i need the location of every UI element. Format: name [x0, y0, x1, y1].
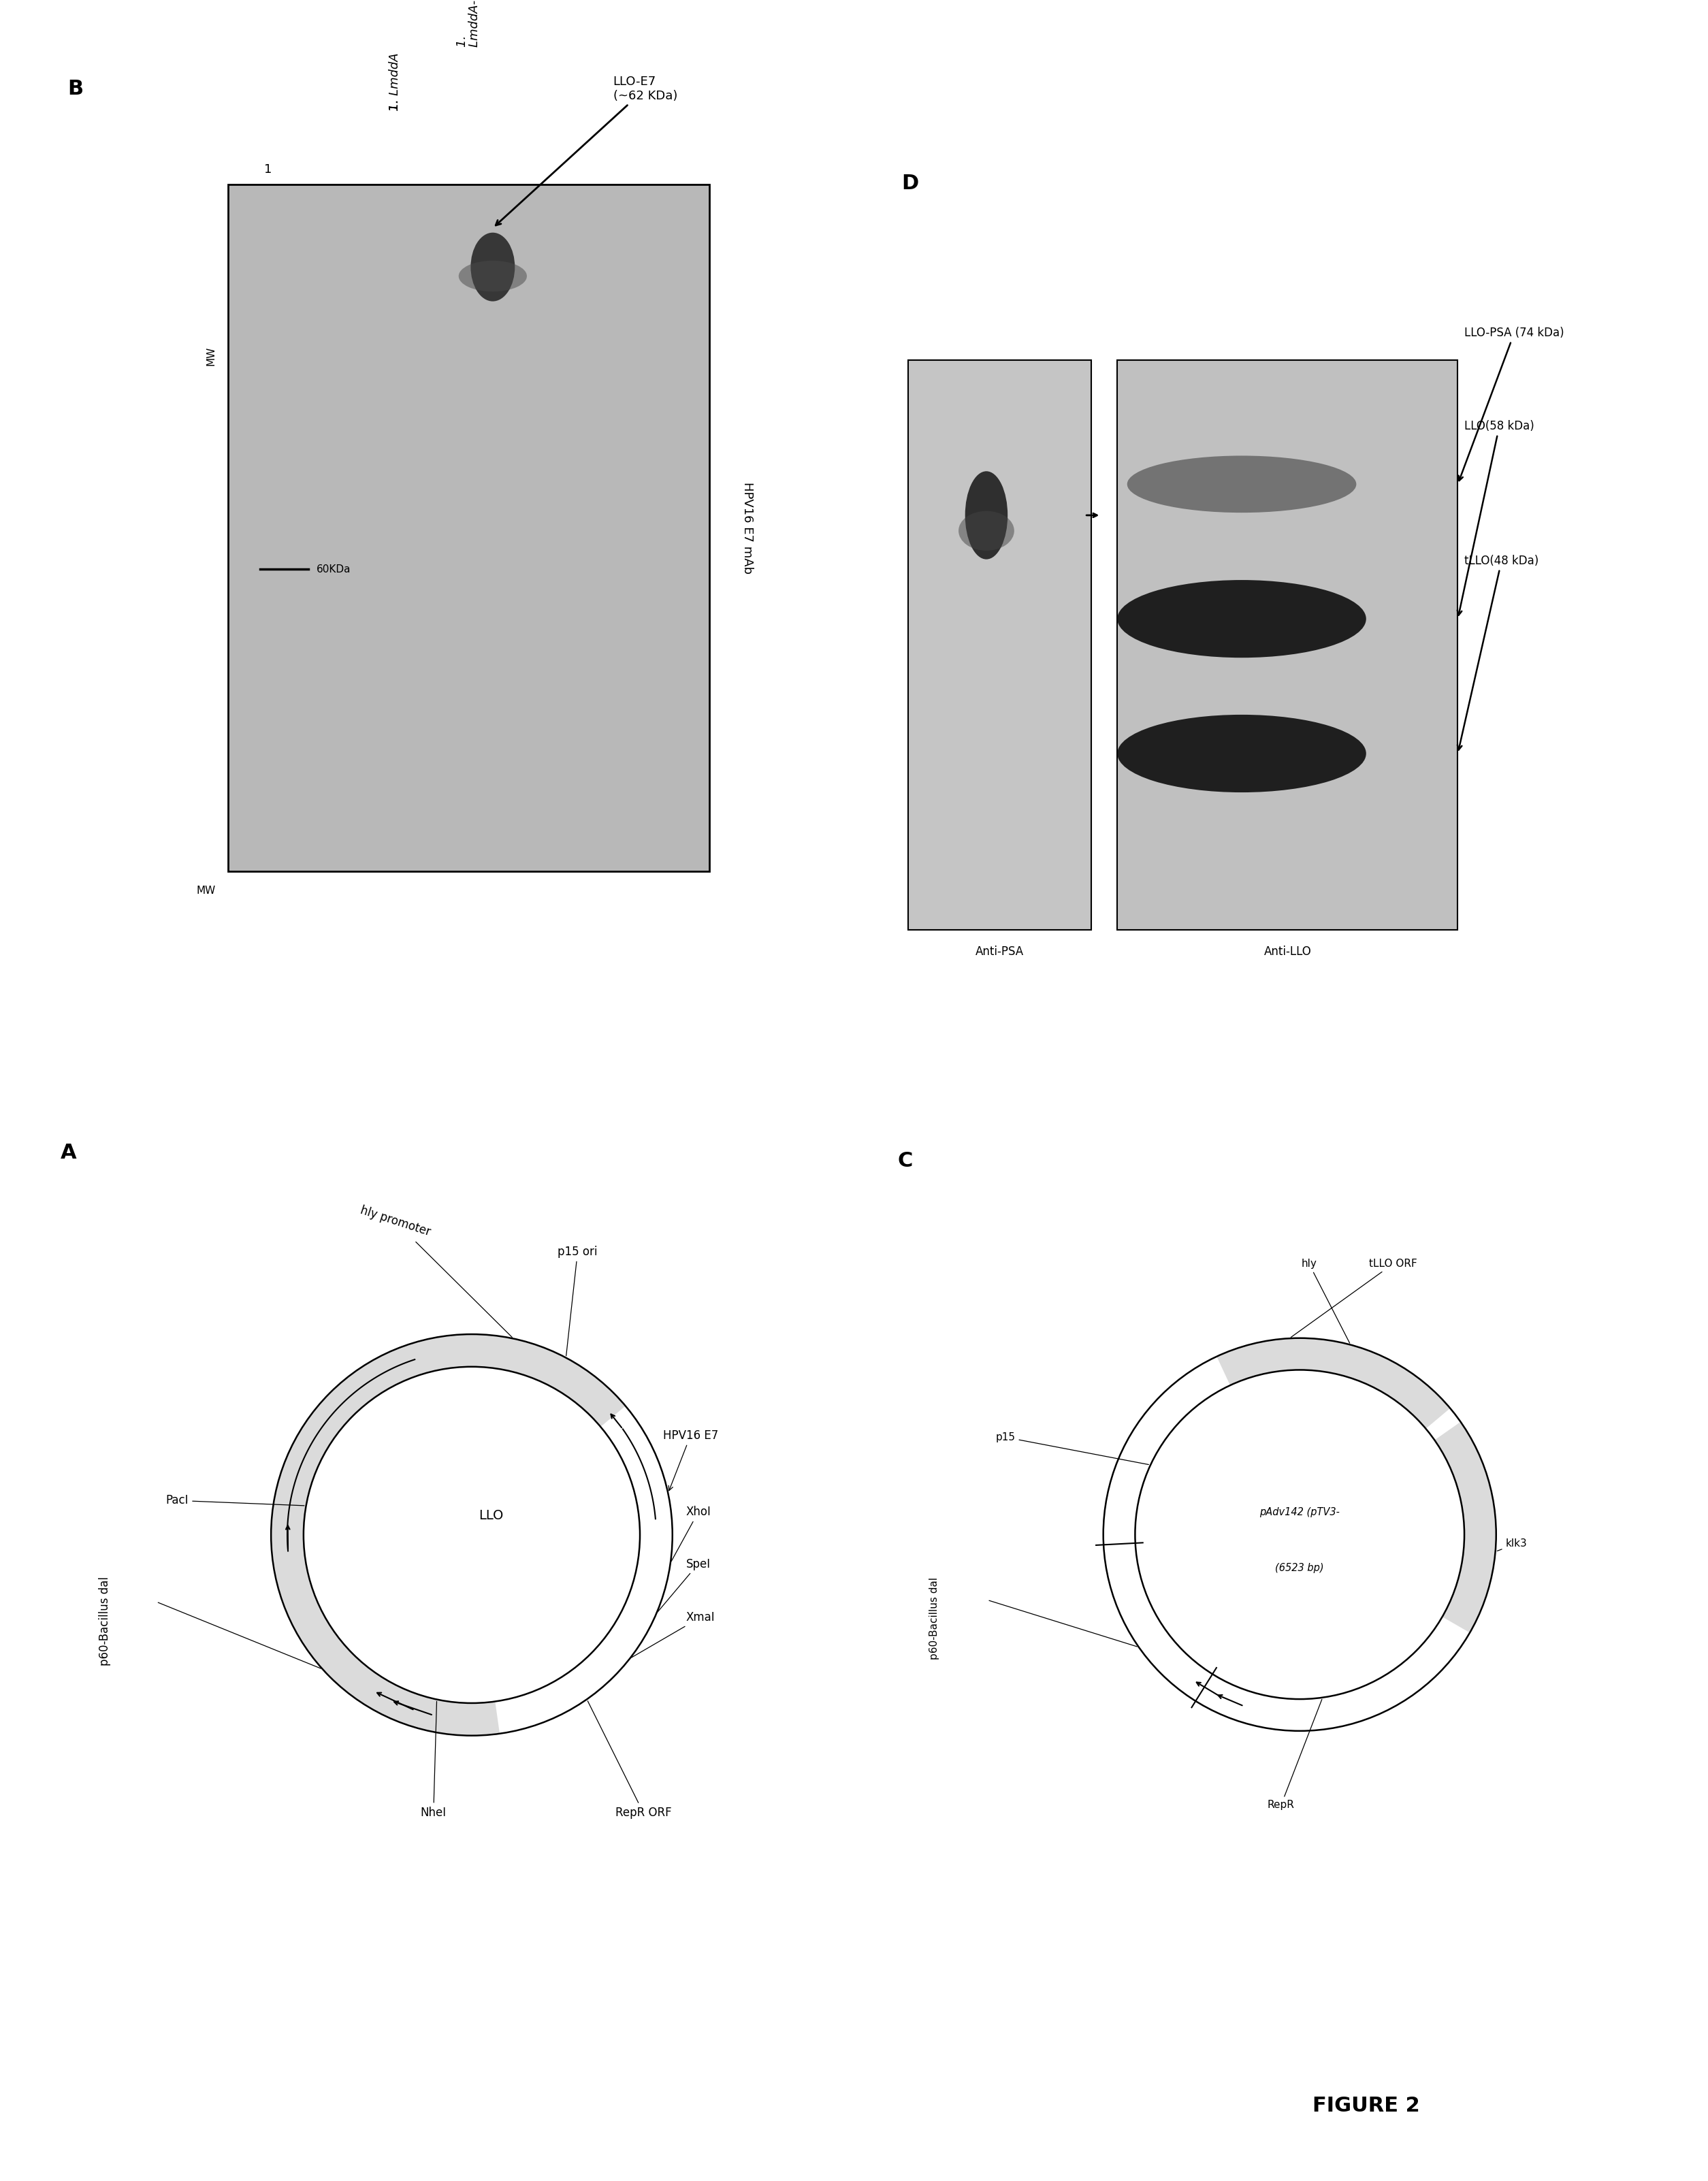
- Text: MW: MW: [205, 347, 215, 366]
- Polygon shape: [1216, 1339, 1450, 1429]
- Text: 1.: 1.: [456, 31, 468, 48]
- Text: A: A: [61, 1143, 77, 1162]
- Text: LLO-PSA (74 kDa): LLO-PSA (74 kDa): [1459, 327, 1565, 480]
- Text: RepR: RepR: [1267, 1699, 1322, 1810]
- Text: RepR ORF: RepR ORF: [588, 1701, 671, 1819]
- Text: FIGURE 2: FIGURE 2: [1313, 2096, 1419, 2116]
- Text: pAdv142 (pTV3-: pAdv142 (pTV3-: [1259, 1507, 1339, 1518]
- Text: tLLO ORF: tLLO ORF: [1291, 1258, 1418, 1337]
- Text: HPV16 E7 mAb: HPV16 E7 mAb: [741, 482, 753, 574]
- Text: Anti-PSA: Anti-PSA: [975, 944, 1023, 957]
- Text: p15 ori: p15 ori: [559, 1245, 598, 1357]
- Ellipse shape: [1117, 715, 1366, 792]
- Text: p15: p15: [996, 1433, 1149, 1466]
- Text: p60-Bacillus dal: p60-Bacillus dal: [929, 1577, 939, 1660]
- Text: HPV16 E7: HPV16 E7: [663, 1429, 717, 1490]
- Text: 1.: 1.: [388, 96, 401, 111]
- Ellipse shape: [459, 262, 526, 292]
- Ellipse shape: [965, 471, 1008, 558]
- Text: PacI: PacI: [166, 1494, 304, 1507]
- Text: klk3: klk3: [1498, 1540, 1527, 1551]
- Text: SpeI: SpeI: [658, 1557, 711, 1612]
- Text: hly promoter: hly promoter: [359, 1204, 512, 1337]
- Text: 60KDa: 60KDa: [316, 565, 350, 574]
- Ellipse shape: [471, 233, 514, 301]
- Text: MW: MW: [196, 885, 215, 896]
- Polygon shape: [272, 1335, 625, 1736]
- Ellipse shape: [958, 510, 1015, 550]
- Ellipse shape: [1127, 456, 1356, 513]
- Ellipse shape: [1117, 580, 1366, 659]
- FancyBboxPatch shape: [227, 185, 709, 872]
- Text: 1: 1: [265, 164, 272, 174]
- Text: D: D: [902, 172, 919, 194]
- Text: LmddA- 134: LmddA- 134: [468, 0, 482, 48]
- Text: 1. LmddA: 1. LmddA: [388, 52, 401, 111]
- Text: tLLO(48 kDa): tLLO(48 kDa): [1457, 554, 1539, 750]
- Text: C: C: [897, 1152, 912, 1171]
- Text: NheI: NheI: [420, 1701, 446, 1819]
- Text: LLO-E7
(~62 KDa): LLO-E7 (~62 KDa): [495, 76, 678, 225]
- Text: LLO: LLO: [478, 1509, 504, 1522]
- FancyBboxPatch shape: [909, 360, 1091, 929]
- Text: p60-Bacillus dal: p60-Bacillus dal: [99, 1577, 111, 1666]
- Polygon shape: [1435, 1422, 1496, 1634]
- Text: XmaI: XmaI: [632, 1612, 716, 1658]
- Text: B: B: [67, 79, 84, 98]
- Text: (6523 bp): (6523 bp): [1276, 1564, 1324, 1573]
- Text: LLO(58 kDa): LLO(58 kDa): [1457, 421, 1534, 615]
- Text: Anti-LLO: Anti-LLO: [1264, 944, 1312, 957]
- FancyBboxPatch shape: [1117, 360, 1459, 929]
- Text: hly: hly: [1301, 1258, 1349, 1343]
- Text: XhoI: XhoI: [671, 1505, 711, 1562]
